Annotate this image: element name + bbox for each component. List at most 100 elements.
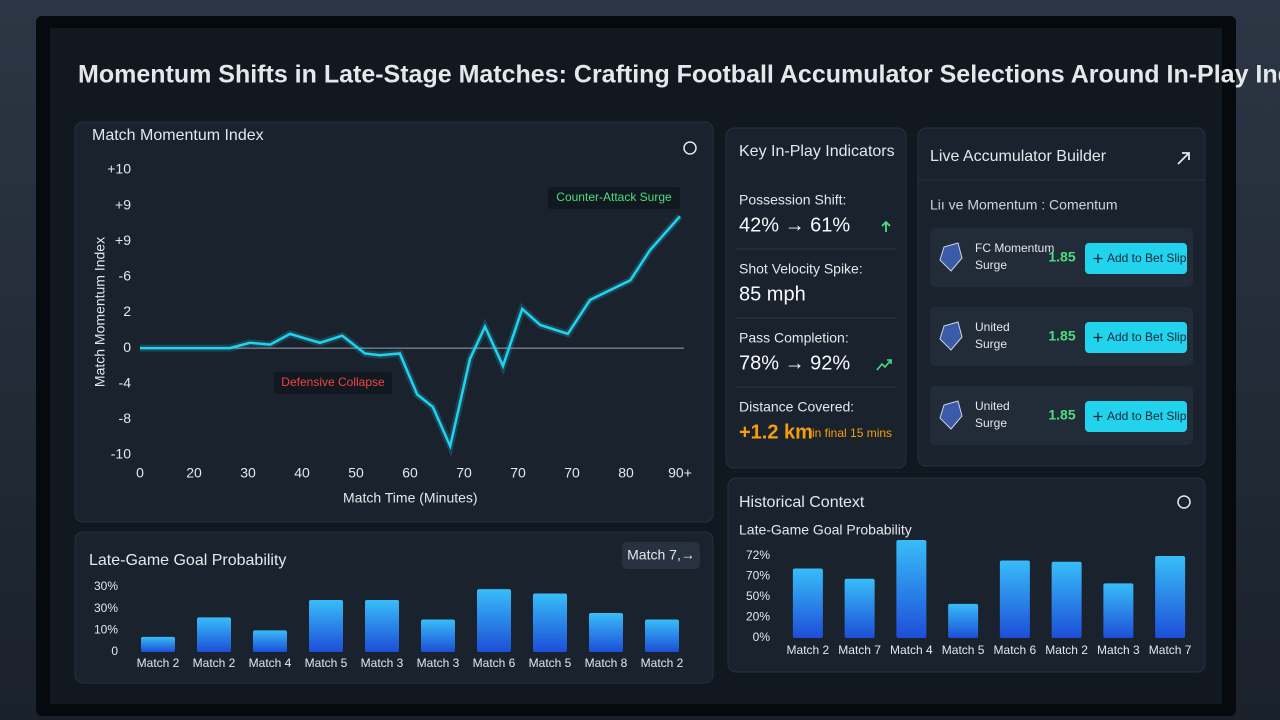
x-tick-label: 40 <box>294 465 310 481</box>
x-tick-label: Match 2 <box>787 643 830 657</box>
x-tick-label: 90+ <box>668 465 692 481</box>
plus-icon <box>1093 254 1103 263</box>
team-name: Surge <box>975 337 1007 351</box>
bar <box>197 617 231 652</box>
x-tick-label: 80 <box>618 465 634 481</box>
indicator-value: 42% → 61% <box>739 214 850 236</box>
y-tick-label: 10% <box>94 623 118 637</box>
x-tick-label: Match 5 <box>529 656 572 670</box>
x-tick-label: 30 <box>240 465 256 481</box>
indicator-value: 85 mph <box>739 283 806 305</box>
match-button[interactable] <box>622 542 700 569</box>
team-name: United <box>975 320 1010 334</box>
y-tick-label: +9 <box>115 196 131 212</box>
indicator-label: Distance Covered: <box>739 399 854 415</box>
panel-title: Key In-Play Indicators <box>739 143 895 160</box>
bet-button[interactable] <box>1085 322 1187 353</box>
indicator-note: in final 15 mins <box>812 426 892 440</box>
y-tick-label: 20% <box>746 610 770 624</box>
up-arrow-icon <box>881 220 891 232</box>
team-name: United <box>975 399 1010 413</box>
bet-button-label[interactable]: Add to Bet Slip <box>1107 251 1187 265</box>
x-tick-label: 20 <box>186 465 202 481</box>
x-tick-label: Match 7 <box>1149 643 1192 657</box>
annotation-box <box>274 372 392 394</box>
annotation-box <box>548 187 680 209</box>
x-tick-label: Match 4 <box>890 643 933 657</box>
x-tick-label: Match 2 <box>137 656 180 670</box>
indicator-value: 78% → 92% <box>739 352 850 374</box>
x-tick-label: Match 2 <box>1045 643 1088 657</box>
team-logo <box>939 242 963 272</box>
x-tick-label: Match 7 <box>838 643 881 657</box>
annotation: Defensive Collapse <box>281 375 385 389</box>
bar <box>253 630 287 652</box>
bar <box>948 603 979 638</box>
chart-title: Late-Game Goal Probability <box>739 522 912 538</box>
odds: 1.85 <box>1048 249 1075 265</box>
bar <box>896 540 927 638</box>
indicator-label: Possession Shift: <box>739 192 846 208</box>
panel-title: Late-Game Goal Probability <box>89 552 286 569</box>
x-tick-label: Match 3 <box>417 656 460 670</box>
indicator-label: Shot Velocity Spike: <box>739 261 863 277</box>
team-name: FC Momentum <box>975 241 1054 255</box>
y-tick-label: -6 <box>119 268 132 284</box>
y-tick-label: 30% <box>94 601 118 615</box>
momentum-line <box>140 215 681 451</box>
x-tick-label: Match 3 <box>1097 643 1140 657</box>
accumulator-list: FC Momentum Surge 1.85 Add to Bet Slip Unite… <box>930 228 1193 445</box>
bar <box>1155 556 1186 638</box>
indicators-panel <box>725 127 907 469</box>
x-tick-label: 70 <box>564 465 580 481</box>
panel-title: Live Accumulator Builder <box>930 148 1107 165</box>
bet-button-label[interactable]: Add to Bet Slip <box>1107 409 1187 423</box>
indicator-list: Possession Shift: 42% → 61% Shot Velocity … <box>736 192 896 443</box>
expand-icon[interactable] <box>1177 152 1190 165</box>
team-name: Surge <box>975 258 1007 272</box>
odds: 1.85 <box>1048 407 1075 423</box>
match-button-label[interactable]: Match 7,→ <box>627 547 695 563</box>
x-tick-label: Match 8 <box>585 656 628 670</box>
bar <box>844 578 875 638</box>
x-tick-label: 50 <box>348 465 364 481</box>
y-tick-label: 2 <box>123 303 131 319</box>
x-tick-label: Match 3 <box>361 656 404 670</box>
indicator-value: +1.2 km <box>739 421 813 443</box>
bar <box>1103 583 1134 638</box>
bar <box>589 613 623 652</box>
bar <box>533 593 567 652</box>
bar <box>999 560 1030 638</box>
bet-button-label[interactable]: Add to Bet Slip <box>1107 330 1187 344</box>
team-logo <box>939 400 963 430</box>
y-tick-label: 0 <box>111 644 118 658</box>
page-title: Momentum Shifts in Late-Stage Matches: C… <box>78 61 1280 89</box>
x-tick-label: 0 <box>136 465 144 481</box>
subtitle: Liı ve Momentum : Comentum <box>930 197 1118 213</box>
y-tick-label: -10 <box>111 446 131 462</box>
bar <box>792 568 823 638</box>
plus-icon <box>1093 333 1103 342</box>
bar <box>365 600 399 652</box>
icon <box>683 141 697 155</box>
team-logo <box>939 321 963 351</box>
icon <box>1177 495 1191 509</box>
team-name: Surge <box>975 416 1007 430</box>
y-tick-label: 70% <box>746 569 770 583</box>
panel-title: Historical Context <box>739 494 865 511</box>
x-tick-label: Match 2 <box>641 656 684 670</box>
x-tick-label: 60 <box>402 465 418 481</box>
bar <box>1051 561 1082 638</box>
x-tick-label: 70 <box>510 465 526 481</box>
momentum-panel <box>74 121 714 523</box>
y-tick-label: 0% <box>753 630 771 644</box>
x-tick-label: 70 <box>456 465 472 481</box>
bar <box>477 589 511 652</box>
bar <box>309 600 343 652</box>
bet-button[interactable] <box>1085 401 1187 432</box>
bet-button[interactable] <box>1085 243 1187 274</box>
y-tick-label: +9 <box>115 232 131 248</box>
bar <box>645 619 679 652</box>
x-tick-label: Match 6 <box>994 643 1037 657</box>
